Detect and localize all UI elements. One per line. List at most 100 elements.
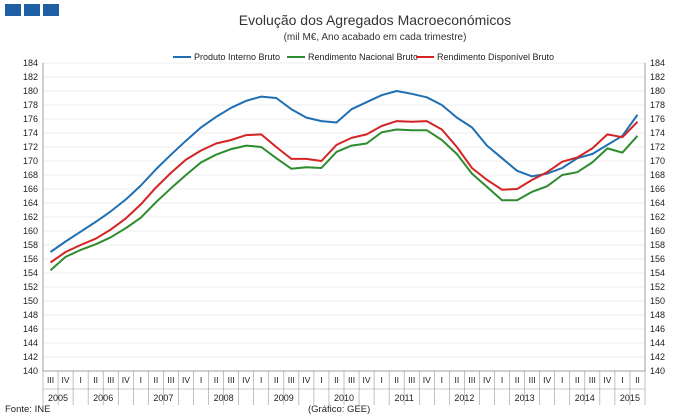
y-tick-label-left: 144 <box>23 338 38 348</box>
y-tick-label-left: 158 <box>23 240 38 250</box>
y-tick-label-left: 178 <box>23 100 38 110</box>
year-label: 2012 <box>454 393 474 403</box>
brand-logo <box>5 4 59 16</box>
quarter-label: II <box>214 375 219 385</box>
credit-note: (Gráfico: GEE) <box>308 404 370 415</box>
quarter-label: IV <box>423 375 431 385</box>
y-tick-label-right: 162 <box>650 212 665 222</box>
quarter-label: I <box>79 375 81 385</box>
quarter-label: III <box>589 375 596 385</box>
y-tick-label-right: 160 <box>650 226 665 236</box>
y-tick-label-right: 140 <box>650 366 665 376</box>
y-tick-label-left: 160 <box>23 226 38 236</box>
legend-label: Rendimento Nacional Bruto <box>308 52 418 62</box>
quarter-label: III <box>228 375 235 385</box>
quarter-label: IV <box>603 375 611 385</box>
quarter-label: IV <box>62 375 70 385</box>
legend: Produto Interno Bruto Rendimento Nacional… <box>173 52 554 62</box>
year-label: 2013 <box>515 393 535 403</box>
y-tick-label-right: 150 <box>650 296 665 306</box>
y-tick-label-right: 164 <box>650 198 665 208</box>
y-tick-label-right: 154 <box>650 268 665 278</box>
y-tick-label-right: 184 <box>650 58 665 68</box>
quarter-label: II <box>575 375 580 385</box>
y-tick-label-left: 176 <box>23 114 38 124</box>
source-note: Fonte: INE <box>5 404 50 415</box>
quarter-label: III <box>107 375 114 385</box>
y-tick-label-right: 172 <box>650 142 665 152</box>
quarter-label: I <box>380 375 382 385</box>
quarter-label: I <box>501 375 503 385</box>
quarter-label: II <box>455 375 460 385</box>
quarter-label: I <box>621 375 623 385</box>
quarter-label: II <box>93 375 98 385</box>
quarter-label: IV <box>122 375 130 385</box>
quarter-label: III <box>529 375 536 385</box>
quarter-label: IV <box>302 375 310 385</box>
legend-label: Rendimento Disponível Bruto <box>437 52 554 62</box>
y-tick-label-left: 184 <box>23 58 38 68</box>
quarter-label: II <box>334 375 339 385</box>
quarter-label: I <box>320 375 322 385</box>
y-tick-label-left: 162 <box>23 212 38 222</box>
y-tick-label-right: 146 <box>650 324 665 334</box>
y-tick-label-right: 144 <box>650 338 665 348</box>
brand-square <box>24 4 40 16</box>
y-tick-label-left: 170 <box>23 156 38 166</box>
y-tick-label-right: 158 <box>650 240 665 250</box>
y-tick-label-right: 166 <box>650 184 665 194</box>
quarter-label: I <box>260 375 262 385</box>
y-tick-label-right: 170 <box>650 156 665 166</box>
quarter-label: IV <box>242 375 250 385</box>
x-axis: III IV I II III IV I II III IV I II III IV I II III IV I II… <box>42 371 646 405</box>
y-tick-label-left: 164 <box>23 198 38 208</box>
year-label: 2009 <box>274 393 294 403</box>
y-tick-label-right: 174 <box>650 128 665 138</box>
year-label: 2011 <box>395 393 414 403</box>
quarter-label: III <box>348 375 355 385</box>
year-label: 2014 <box>575 393 595 403</box>
year-label: 2005 <box>48 393 68 403</box>
quarter-label: I <box>441 375 443 385</box>
quarter-label: II <box>394 375 399 385</box>
y-tick-label-right: 180 <box>650 86 665 96</box>
y-tick-label-right: 182 <box>650 72 665 82</box>
quarter-label: III <box>468 375 475 385</box>
series-group <box>49 90 639 271</box>
year-label: 2010 <box>334 393 354 403</box>
quarter-label: II <box>515 375 520 385</box>
quarter-label: IV <box>363 375 371 385</box>
series-line <box>49 128 639 271</box>
quarter-label: III <box>167 375 174 385</box>
quarter-label: I <box>200 375 202 385</box>
legend-label: Produto Interno Bruto <box>194 52 280 62</box>
quarter-label: IV <box>543 375 551 385</box>
chart-subtitle: (mil M€, Ano acabado em cada trimestre) <box>284 32 467 43</box>
y-tick-label-left: 174 <box>23 128 38 138</box>
y-tick-label-left: 182 <box>23 72 38 82</box>
y-tick-label-left: 166 <box>23 184 38 194</box>
y-tick-label-right: 178 <box>650 100 665 110</box>
y-tick-label-left: 172 <box>23 142 38 152</box>
series-line <box>49 120 639 264</box>
chart-title: Evolução dos Agregados Macroeconómicos <box>239 12 511 28</box>
y-tick-label-left: 180 <box>23 86 38 96</box>
quarter-label: I <box>561 375 563 385</box>
y-tick-label-right: 148 <box>650 310 665 320</box>
y-tick-label-left: 148 <box>23 310 38 320</box>
quarter-label: II <box>635 375 640 385</box>
year-label: 2006 <box>93 393 113 403</box>
y-tick-label-right: 142 <box>650 352 665 362</box>
quarter-label: III <box>288 375 295 385</box>
y-tick-label-left: 150 <box>23 296 38 306</box>
y-tick-label-left: 154 <box>23 268 38 278</box>
y-tick-label-right: 152 <box>650 282 665 292</box>
y-tick-label-left: 156 <box>23 254 38 264</box>
y-tick-label-left: 146 <box>23 324 38 334</box>
quarter-label: IV <box>182 375 190 385</box>
year-label: 2008 <box>214 393 234 403</box>
y-grid: 140 140 142 142 144 144 146 146 148 148 150 150 152 1… <box>23 58 665 376</box>
y-tick-label-left: 152 <box>23 282 38 292</box>
quarter-label: IV <box>483 375 491 385</box>
